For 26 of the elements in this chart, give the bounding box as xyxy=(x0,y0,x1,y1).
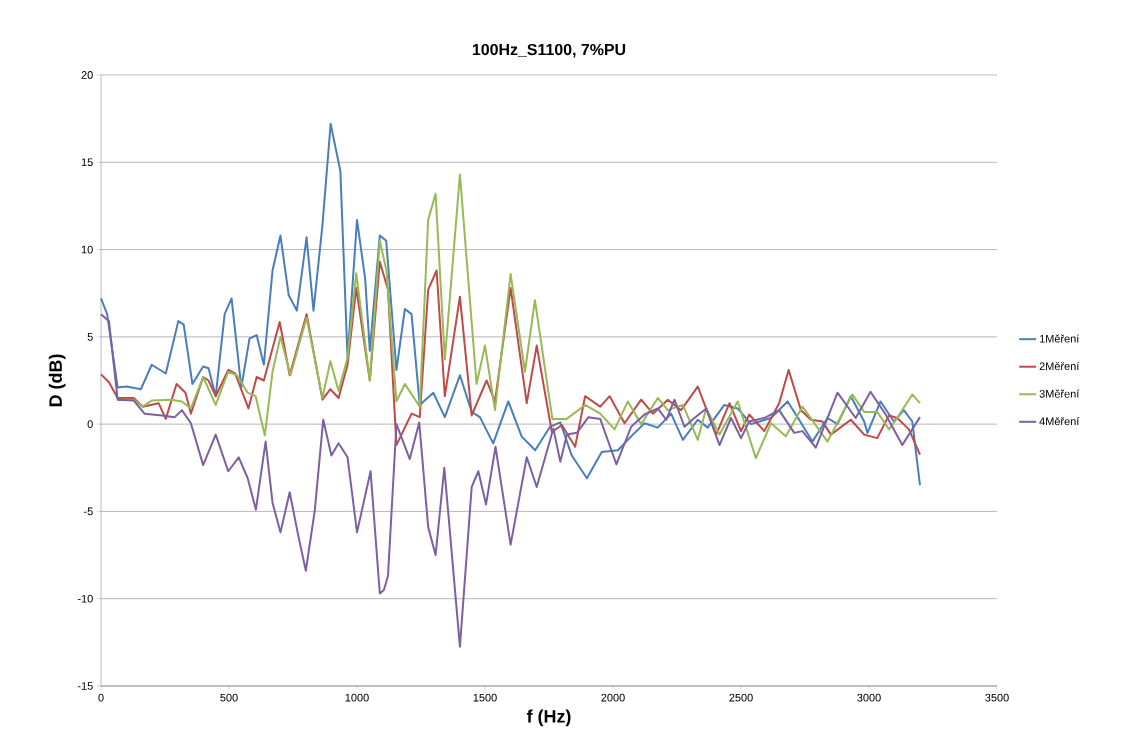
x-tick-label: 3000 xyxy=(857,693,881,702)
x-axis-title: f (Hz) xyxy=(526,709,571,727)
legend-label: 3Měření xyxy=(1039,389,1080,398)
y-tick-label: -15 xyxy=(77,682,93,690)
y-tick-label: -10 xyxy=(77,594,93,603)
line-series xyxy=(100,260,921,456)
x-tick-label: 500 xyxy=(220,693,238,702)
y-tick-label: 20 xyxy=(81,71,93,79)
legend-label: 4Měření xyxy=(1039,417,1080,426)
legend-label: 1Měření xyxy=(1039,334,1080,343)
y-axis-title: D (dB) xyxy=(48,354,66,407)
x-tick-label: 1000 xyxy=(345,693,369,702)
line-series xyxy=(100,122,921,487)
chart-title: 100Hz_S1100, 7%PU xyxy=(472,43,626,58)
y-tick-label: 5 xyxy=(87,333,93,341)
y-tick-label: 0 xyxy=(87,420,93,429)
y-tick-label: 15 xyxy=(81,158,93,167)
x-tick-label: 2000 xyxy=(601,693,625,702)
x-tick-label: 1500 xyxy=(473,693,497,702)
x-tick-label: 3500 xyxy=(985,693,1009,702)
y-tick-label: -5 xyxy=(83,507,93,516)
x-tick-label: 2500 xyxy=(729,693,753,702)
x-tick-label: 0 xyxy=(98,693,104,702)
y-tick-label: 10 xyxy=(81,245,93,254)
line-series xyxy=(100,313,921,648)
legend-label: 2Měření xyxy=(1039,361,1080,371)
